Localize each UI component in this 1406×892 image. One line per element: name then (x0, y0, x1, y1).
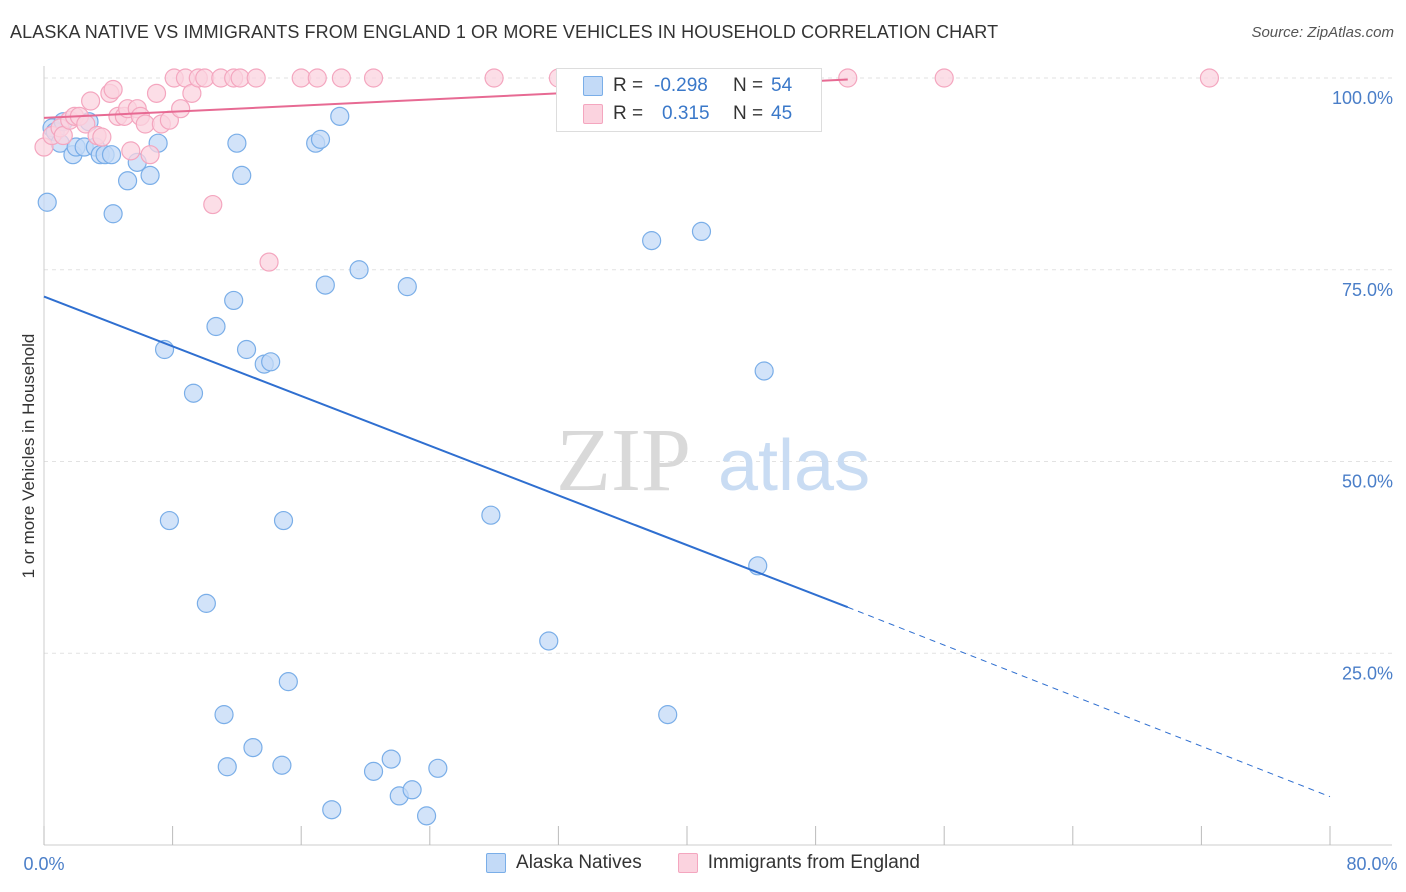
y-tick-label: 75.0% (1342, 280, 1393, 300)
point-alaska-natives (363, 761, 384, 781)
stats-swatch-pink (583, 104, 603, 124)
stats-n-label: N = (733, 75, 764, 96)
stats-swatch-blue (583, 76, 603, 96)
point-alaska-natives (481, 505, 501, 525)
point-alaska-natives (539, 631, 559, 651)
point-immigrants-england (103, 79, 123, 100)
point-alaska-natives (315, 275, 335, 295)
point-immigrants-england (81, 91, 101, 111)
point-alaska-natives (349, 260, 369, 280)
point-alaska-natives (322, 800, 342, 820)
point-alaska-natives (658, 705, 678, 725)
legend-label: Immigrants from England (707, 852, 920, 873)
point-alaska-natives (397, 277, 417, 297)
stats-r-value: -0.298 (654, 75, 708, 96)
point-alaska-natives (243, 737, 263, 758)
legend-label: Alaska Natives (516, 852, 642, 873)
point-immigrants-england (1199, 68, 1220, 88)
point-alaska-natives (236, 339, 257, 360)
point-alaska-natives (754, 361, 774, 381)
stats-r-label: R = (613, 103, 644, 124)
point-alaska-natives (103, 204, 123, 224)
point-alaska-natives (101, 145, 122, 165)
point-immigrants-england (146, 83, 167, 103)
stats-r-label: R = (613, 75, 644, 96)
point-alaska-natives (310, 129, 331, 149)
point-immigrants-england (363, 68, 384, 88)
point-alaska-natives (416, 806, 437, 826)
trend-line-alaska-natives (43, 295, 849, 609)
point-immigrants-england (135, 114, 155, 134)
point-alaska-natives (196, 593, 216, 613)
point-immigrants-england (307, 68, 327, 88)
point-alaska-natives (217, 757, 237, 777)
chart-title: ALASKA NATIVE VS IMMIGRANTS FROM ENGLAND… (10, 22, 999, 42)
point-alaska-natives (402, 780, 422, 800)
point-immigrants-england (195, 68, 215, 88)
point-immigrants-england (230, 68, 250, 88)
stats-n-label: N = (733, 103, 764, 124)
point-alaska-natives (272, 755, 292, 775)
x-tick-label: 0.0% (23, 854, 64, 874)
y-tick-label: 50.0% (1342, 472, 1393, 492)
point-alaska-natives (140, 165, 160, 186)
point-alaska-natives (227, 133, 247, 153)
point-alaska-natives (642, 231, 662, 251)
point-immigrants-england (121, 141, 141, 161)
stats-n-value: 45 (771, 103, 793, 124)
point-immigrants-england (484, 68, 504, 88)
point-immigrants-england (246, 68, 266, 88)
point-alaska-natives (261, 352, 281, 372)
legend: Alaska Natives Immigrants from England (0, 852, 1406, 874)
point-alaska-natives (224, 290, 244, 311)
point-alaska-natives (214, 705, 234, 725)
point-alaska-natives (37, 192, 57, 212)
legend-item-alaska-natives: Alaska Natives (486, 852, 642, 874)
point-immigrants-england (291, 68, 311, 88)
point-immigrants-england (203, 194, 223, 215)
stats-r-value: 0.315 (662, 103, 710, 124)
point-immigrants-england (140, 145, 160, 165)
trend-line-alaska-natives-extension (847, 606, 1331, 798)
stats-box: R = -0.298 N = 54 R = 0.315 N = 45 (556, 68, 822, 132)
legend-swatch-blue (486, 853, 507, 873)
stats-n-value: 54 (771, 75, 793, 96)
point-alaska-natives (206, 316, 226, 337)
source-label: Source: ZipAtlas.com (1251, 24, 1394, 41)
point-alaska-natives (691, 221, 712, 241)
x-tick-label: 80.0% (1346, 854, 1397, 874)
point-alaska-natives (381, 749, 401, 769)
point-alaska-natives (232, 165, 252, 186)
point-immigrants-england (838, 68, 858, 88)
point-immigrants-england (259, 252, 279, 272)
point-alaska-natives (183, 383, 204, 403)
y-tick-label: 100.0% (1332, 88, 1393, 108)
legend-swatch-pink (677, 853, 698, 873)
point-alaska-natives (273, 510, 294, 531)
y-tick-label: 25.0% (1342, 663, 1393, 683)
y-axis-label: 1 or more Vehicles in Household (19, 334, 38, 579)
point-immigrants-england (934, 68, 954, 88)
point-alaska-natives (278, 672, 298, 692)
point-alaska-natives (117, 171, 138, 191)
point-alaska-natives (428, 758, 448, 778)
point-alaska-natives (330, 106, 350, 126)
point-immigrants-england (331, 68, 351, 88)
point-immigrants-england (92, 127, 112, 147)
watermark-zip: ZIP (556, 411, 691, 510)
legend-item-immigrants-england: Immigrants from England (677, 852, 920, 874)
watermark-atlas: atlas (718, 426, 870, 506)
point-immigrants-england (171, 99, 191, 119)
point-alaska-natives (159, 510, 179, 531)
